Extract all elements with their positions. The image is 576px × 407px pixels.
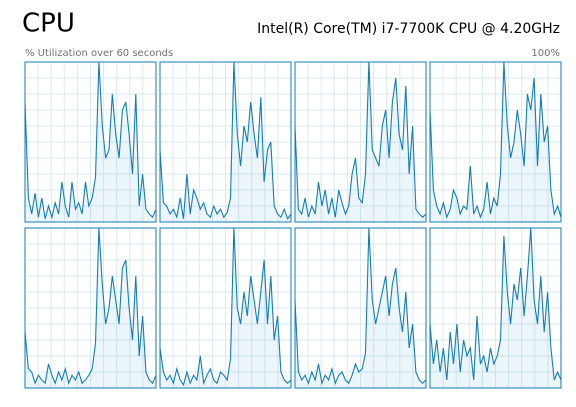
area-fill <box>295 228 426 388</box>
graph-border <box>24 227 157 389</box>
title: CPU <box>22 9 75 39</box>
utilization-line <box>24 227 157 385</box>
caption: % Utilization over 60 seconds <box>25 48 173 59</box>
area-fill <box>160 228 291 388</box>
utilization-line <box>159 61 292 220</box>
graph-border <box>294 61 427 223</box>
utilization-line <box>159 227 292 387</box>
utilization-line <box>429 61 562 219</box>
utilization-line <box>429 227 562 381</box>
graph-border <box>429 61 562 223</box>
area-fill <box>25 62 156 222</box>
area-fill <box>430 62 561 222</box>
utilization-line <box>294 227 427 386</box>
graph-border <box>294 227 427 389</box>
processor: Intel(R) Core(TM) i7-7700K CPU @ 4.20GHz <box>257 21 560 37</box>
graph-border <box>159 227 292 389</box>
area-fill <box>25 228 156 388</box>
area-fill <box>160 62 291 222</box>
max-label: 100% <box>531 48 560 59</box>
graph-border <box>429 227 562 389</box>
area-fill <box>295 62 426 222</box>
graph-border <box>159 61 292 223</box>
utilization-line <box>24 61 157 220</box>
graph-border <box>24 61 157 223</box>
utilization-line <box>294 61 427 218</box>
